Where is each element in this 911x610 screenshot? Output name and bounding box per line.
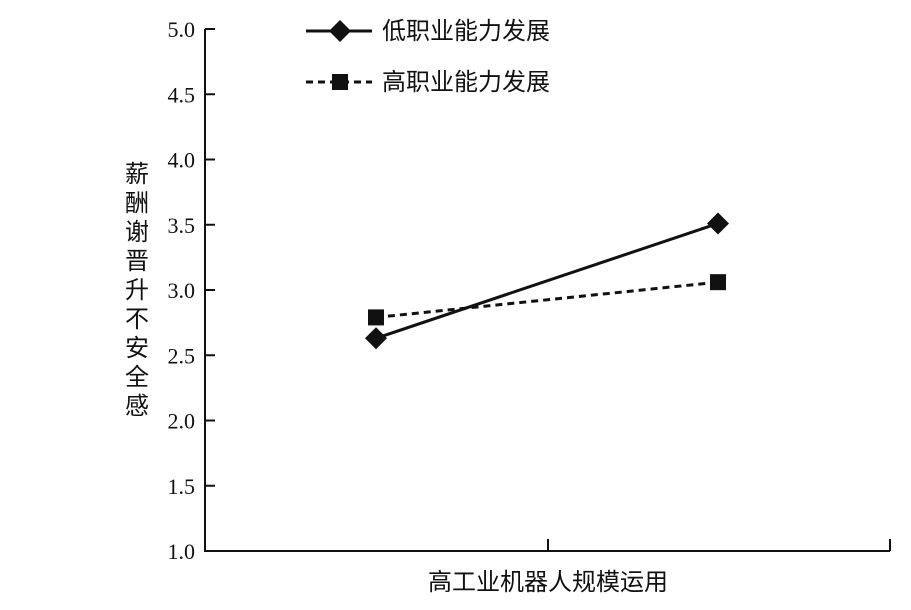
legend-marker-square	[332, 74, 348, 90]
axes	[204, 29, 891, 552]
y-tick-label: 3.0	[168, 278, 196, 303]
y-tick-label: 2.0	[168, 409, 196, 434]
series-line	[375, 222, 719, 340]
legend-label: 高职业能力发展	[382, 68, 550, 96]
y-tick-label: 1.0	[168, 539, 196, 564]
x-axis-title: 高工业机器人规模运用	[428, 568, 668, 596]
y-tick-label: 4.5	[168, 82, 196, 107]
legend-item-1: 低职业能力发展	[306, 17, 550, 45]
legend-label: 低职业能力发展	[382, 17, 550, 45]
legend-marker-diamond	[329, 20, 351, 42]
series-1	[365, 212, 729, 350]
data-point-diamond	[365, 327, 387, 350]
series-line	[375, 280, 719, 319]
series-2	[368, 274, 726, 326]
data-point-square	[368, 309, 384, 326]
y-tick-label: 4.0	[168, 148, 196, 173]
series-layer	[365, 212, 729, 350]
y-tick-label: 3.5	[168, 213, 196, 238]
y-ticks: 1.0 1.5 2.0 2.5 3.0 3.5 4.0 4.5 5.0	[168, 17, 215, 564]
y-tick-label: 1.5	[168, 474, 196, 499]
data-point-square	[710, 274, 726, 291]
legend-item-2: 高职业能力发展	[306, 68, 550, 96]
y-tick-label: 2.5	[168, 343, 196, 368]
y-axis-title: 薪酬谢晋升不安全感	[125, 160, 149, 420]
data-point-diamond	[707, 212, 729, 235]
y-tick-label: 5.0	[168, 17, 196, 42]
